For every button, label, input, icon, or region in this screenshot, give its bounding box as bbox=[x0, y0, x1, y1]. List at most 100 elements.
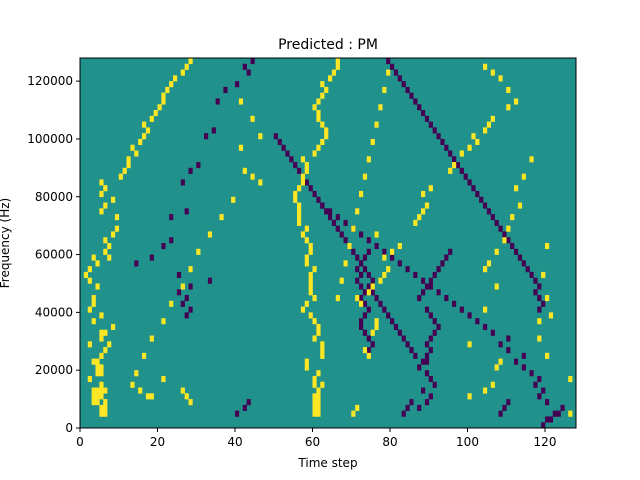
heatmap-cell-high bbox=[312, 381, 317, 388]
heatmap-cell-low bbox=[351, 248, 356, 255]
heatmap-cell-high bbox=[506, 86, 511, 93]
heatmap-cell-low bbox=[207, 277, 213, 284]
heatmap-cell-high bbox=[242, 167, 247, 174]
heatmap-cell-high bbox=[529, 156, 534, 163]
heatmap-cell-high bbox=[83, 271, 89, 278]
heatmap-cell-low bbox=[366, 248, 371, 255]
heatmap-cell-low bbox=[362, 254, 368, 261]
heatmap-cell-high bbox=[95, 358, 100, 365]
heatmap-cell-low bbox=[413, 98, 418, 105]
heatmap-cell-high bbox=[320, 81, 325, 88]
heatmap-cell-low bbox=[235, 410, 240, 417]
heatmap-cell-low bbox=[498, 225, 503, 232]
heatmap-cell-low bbox=[521, 260, 526, 267]
heatmap-cell-low bbox=[432, 127, 437, 134]
heatmap-cell-high bbox=[297, 208, 302, 215]
heatmap-cell-high bbox=[99, 208, 104, 215]
heatmap-cell-high bbox=[335, 58, 340, 65]
x-tick-label: 80 bbox=[382, 435, 397, 449]
heatmap-cell-low bbox=[366, 335, 371, 342]
heatmap-cell-low bbox=[176, 271, 182, 278]
heatmap-cell-low bbox=[405, 404, 410, 411]
heatmap-cell-low bbox=[417, 404, 422, 411]
heatmap-cell-high bbox=[355, 404, 360, 411]
heatmap-cell-high bbox=[316, 323, 321, 331]
heatmap-cell-low bbox=[246, 399, 251, 406]
heatmap-cell-low bbox=[533, 381, 538, 388]
heatmap-cell-low bbox=[556, 410, 561, 417]
heatmap-cell-low bbox=[366, 306, 371, 313]
y-axis: 0 20000 40000 60000 80000 100000 120000 bbox=[27, 74, 80, 435]
heatmap-cell-high bbox=[142, 121, 147, 128]
plot-area bbox=[79, 57, 577, 429]
heatmap-cell-high bbox=[173, 75, 178, 82]
heatmap-cell-low bbox=[548, 416, 554, 423]
heatmap-cell-high bbox=[494, 248, 499, 255]
heatmap-cell-low bbox=[366, 283, 371, 290]
heatmap-cell-high bbox=[378, 277, 383, 284]
heatmap-cell-high bbox=[424, 202, 430, 209]
heatmap-cell-low bbox=[180, 300, 185, 307]
heatmap-cell-high bbox=[494, 364, 499, 371]
heatmap-cell-high bbox=[374, 318, 379, 325]
heatmap-cell-low bbox=[169, 214, 174, 221]
x-tick-label: 60 bbox=[305, 435, 320, 449]
heatmap-cell-high bbox=[541, 271, 546, 278]
heatmap-cell-low bbox=[552, 410, 557, 417]
heatmap-cell-high bbox=[145, 127, 151, 134]
heatmap-cell-low bbox=[335, 214, 340, 221]
heatmap-cell-high bbox=[99, 364, 104, 371]
heatmap-cell-low bbox=[308, 185, 313, 192]
heatmap-cell-low bbox=[432, 329, 437, 336]
heatmap-cell-high bbox=[359, 300, 364, 307]
heatmap-cell-high bbox=[312, 150, 317, 157]
heatmap-cell-high bbox=[486, 121, 492, 128]
heatmap-cell-high bbox=[107, 243, 112, 250]
heatmap-cell-low bbox=[362, 329, 368, 336]
heatmap-cell-high bbox=[91, 318, 96, 325]
heatmap-cell-high bbox=[374, 323, 379, 331]
heatmap-cell-high bbox=[149, 393, 154, 400]
heatmap-cell-low bbox=[304, 179, 309, 186]
heatmap-cell-high bbox=[490, 115, 495, 122]
x-tick-label: 20 bbox=[150, 435, 165, 449]
heatmap-cell-high bbox=[347, 243, 352, 250]
heatmap-cell-high bbox=[138, 138, 143, 146]
heatmap-cell-high bbox=[537, 318, 542, 325]
heatmap-cell-low bbox=[204, 133, 209, 140]
heatmap-cell-low bbox=[424, 306, 430, 313]
heatmap-cell-low bbox=[494, 219, 499, 226]
heatmap-cell-high bbox=[258, 179, 263, 186]
heatmap-cell-high bbox=[459, 150, 464, 157]
x-tick-label: 120 bbox=[534, 435, 557, 449]
heatmap-cell-low bbox=[378, 300, 383, 307]
heatmap-cell-low bbox=[320, 202, 325, 209]
heatmap-cell-high bbox=[304, 237, 309, 244]
heatmap-cell-low bbox=[533, 289, 538, 296]
plot-frame bbox=[79, 57, 577, 429]
heatmap-cell-low bbox=[242, 404, 247, 411]
heatmap-cell-high bbox=[180, 69, 185, 76]
heatmap-cell-low bbox=[432, 318, 437, 325]
y-tick-label: 20000 bbox=[35, 363, 73, 377]
heatmap-cell-high bbox=[103, 410, 108, 417]
heatmap-cell-high bbox=[362, 347, 368, 354]
heatmap-cell-high bbox=[145, 393, 151, 400]
heatmap-cell-high bbox=[382, 271, 387, 278]
heatmap-cell-high bbox=[316, 144, 321, 151]
heatmap-cell-high bbox=[188, 58, 193, 65]
heatmap-cell-high bbox=[494, 283, 499, 290]
heatmap-cell-high bbox=[297, 185, 302, 192]
heatmap-cell-low bbox=[328, 208, 333, 215]
heatmap-cell-low bbox=[134, 260, 139, 267]
heatmap-cell-low bbox=[529, 271, 534, 278]
heatmap-cell-low bbox=[390, 63, 395, 70]
heatmap-cell-low bbox=[366, 271, 371, 278]
heatmap-cell-high bbox=[107, 254, 112, 261]
heatmap-cell-high bbox=[324, 86, 329, 93]
heatmap-cell-high bbox=[308, 312, 313, 319]
heatmap-cell-high bbox=[87, 277, 92, 284]
heatmap-cell-low bbox=[440, 260, 445, 267]
heatmap-cell-high bbox=[316, 393, 321, 400]
heatmap-cell-high bbox=[103, 202, 108, 209]
